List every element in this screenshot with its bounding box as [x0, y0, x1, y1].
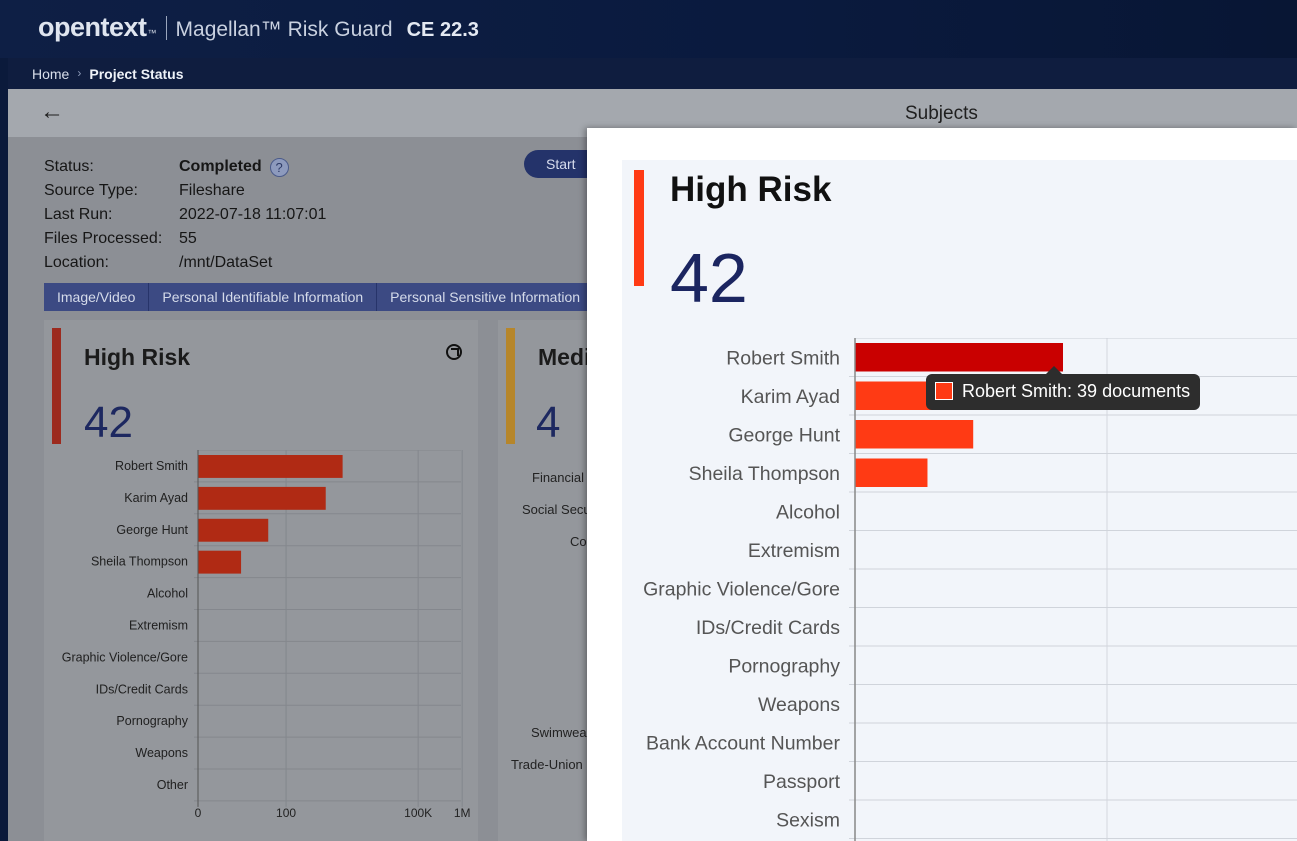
expand-icon[interactable]: [446, 344, 462, 360]
app-header: opentext ™ Magellan™ Risk Guard CE 22.3: [0, 0, 1297, 58]
category-label: Weapons: [135, 746, 188, 760]
category-label: Pornography: [116, 714, 188, 728]
project-info: Status: Completed? Source Type: Fileshare …: [44, 155, 326, 275]
category-label: Graphic Violence/Gore: [643, 578, 840, 600]
source-type-value: Fileshare: [179, 182, 245, 199]
high-risk-chart: Robert Smith Karim Ayad George Hunt Sheila …: [62, 450, 471, 820]
category-label: Robert Smith: [115, 459, 188, 473]
bar: [855, 343, 1063, 372]
bar: [855, 420, 974, 449]
chart-tooltip: Robert Smith: 39 documents: [926, 366, 1201, 410]
risk-accent-bar: [506, 328, 515, 444]
breadcrumb: Home › Project Status: [8, 58, 1297, 89]
risk-accent-bar: [52, 328, 61, 444]
card-count: 4: [536, 398, 561, 447]
bar: [198, 486, 326, 510]
files-processed-value: 55: [179, 230, 197, 247]
chevron-right-icon: ›: [77, 66, 82, 80]
tick-label: 100K: [404, 806, 432, 820]
source-type-label: Source Type:: [44, 182, 138, 199]
modal-count: 42: [670, 239, 748, 317]
bar: [198, 518, 269, 542]
tick-label: 0: [195, 806, 202, 820]
category-label: Swimwea: [531, 725, 587, 740]
high-risk-detail-chart: Robert Smith Karim Ayad George Hunt Sheila …: [643, 338, 1297, 841]
modal-title: High Risk: [670, 170, 832, 209]
category-label: Karim Ayad: [124, 491, 188, 505]
last-run-value: 2022-07-18 11:07:01: [179, 206, 327, 223]
logo-wordmark: opentext: [38, 12, 147, 42]
category-label: Co: [570, 534, 587, 549]
product-name: Magellan™ Risk Guard: [175, 18, 393, 41]
category-label: Karim Ayad: [741, 386, 840, 408]
category-label: Sexism: [776, 809, 840, 831]
logo-divider: [165, 16, 167, 40]
tab-psi[interactable]: Personal Sensitive Information: [377, 283, 595, 311]
category-label: IDs/Credit Cards: [96, 682, 188, 696]
category-label: Weapons: [758, 694, 840, 716]
tab-pii[interactable]: Personal Identifiable Information: [149, 283, 378, 311]
files-processed-label: Files Processed:: [44, 230, 163, 247]
card-title: High Risk: [84, 344, 191, 370]
chart-detail-modal: High Risk 42 Robert Smith Karim Ayad Georg…: [587, 128, 1297, 841]
last-run-label: Last Run:: [44, 206, 113, 223]
card-count: 42: [84, 398, 133, 447]
help-icon[interactable]: ?: [269, 157, 289, 177]
category-label: Extremism: [748, 540, 840, 562]
tooltip-text: Robert Smith: 39 documents: [962, 381, 1191, 401]
category-label: Extremism: [129, 618, 188, 632]
category-label: Alcohol: [147, 587, 188, 601]
location-label: Location:: [44, 254, 109, 271]
modal-panel: High Risk 42 Robert Smith Karim Ayad Georg…: [622, 160, 1297, 841]
category-label: George Hunt: [116, 523, 188, 537]
category-label: Passport: [763, 771, 841, 793]
category-label: Bank Account Number: [646, 732, 841, 754]
status-label: Status:: [44, 158, 94, 175]
category-label: Financial: [532, 470, 585, 485]
tick-label: 100: [276, 806, 296, 820]
tab-image-video[interactable]: Image/Video: [44, 283, 150, 311]
category-label: Sheila Thompson: [689, 463, 840, 485]
high-risk-card: High Risk 42 Robert Smith Karim Ayad Georg…: [44, 320, 478, 841]
category-label: Sheila Thompson: [91, 555, 188, 569]
bar: [198, 550, 242, 574]
risk-accent-bar: [634, 170, 644, 286]
category-tabs: Image/Video Personal Identifiable Inform…: [44, 283, 595, 311]
logo-trademark: ™: [147, 28, 157, 38]
brand-logo: opentext ™ Magellan™ Risk Guard CE 22.3: [38, 12, 479, 43]
back-arrow-icon[interactable]: ←: [40, 98, 64, 125]
category-label: George Hunt: [728, 424, 840, 446]
tick-label: 1M: [454, 806, 471, 820]
location-value: /mnt/DataSet: [179, 254, 273, 271]
category-label: Trade-Union: [511, 757, 583, 772]
breadcrumb-current: Project Status: [89, 66, 184, 82]
category-label: Social Secu: [522, 502, 591, 517]
category-label: Other: [157, 778, 188, 792]
tooltip-swatch: [935, 382, 953, 400]
medium-risk-card: Medium Risk 4 Financial Social Secu Co S…: [498, 320, 680, 841]
page-title: Subjects: [905, 103, 978, 124]
breadcrumb-home[interactable]: Home: [32, 66, 70, 82]
bar: [198, 455, 343, 478]
category-label: Pornography: [728, 655, 840, 677]
status-value: Completed: [179, 158, 262, 175]
category-label: Alcohol: [776, 501, 840, 523]
category-label: Graphic Violence/Gore: [62, 650, 188, 664]
category-label: Robert Smith: [726, 347, 840, 369]
bar: [855, 458, 928, 487]
category-label: IDs/Credit Cards: [696, 617, 840, 639]
product-version: CE 22.3: [406, 19, 479, 41]
